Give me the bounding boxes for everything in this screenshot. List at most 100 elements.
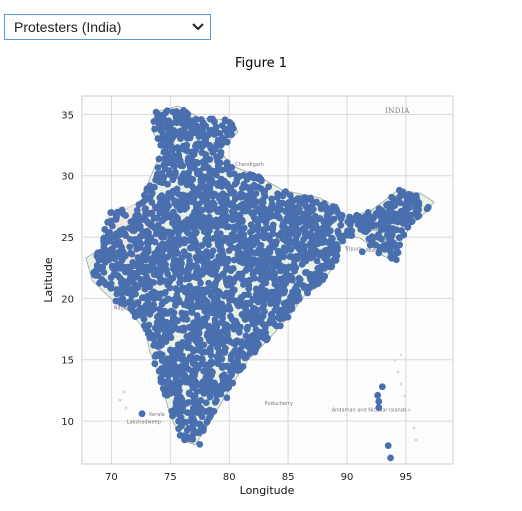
data-point <box>175 228 183 236</box>
data-point <box>229 216 237 224</box>
data-point <box>318 225 326 233</box>
data-point <box>151 324 159 332</box>
data-point <box>179 191 187 199</box>
data-point <box>158 127 166 135</box>
data-point <box>161 134 169 142</box>
data-point <box>197 223 205 231</box>
data-point <box>214 355 222 362</box>
data-point <box>249 198 257 205</box>
data-point <box>183 315 191 323</box>
data-point <box>190 224 198 232</box>
data-point <box>184 154 192 162</box>
data-point <box>150 118 158 125</box>
data-point <box>189 398 197 406</box>
data-point <box>158 192 166 199</box>
data-point <box>157 250 165 258</box>
data-point <box>145 266 153 274</box>
data-point <box>312 233 320 240</box>
data-point <box>205 279 213 287</box>
data-point <box>218 166 226 174</box>
data-point <box>262 259 270 267</box>
data-point <box>389 225 397 232</box>
data-point <box>189 436 197 443</box>
data-point <box>182 310 190 318</box>
map-label: Puducherry <box>265 401 293 407</box>
data-point <box>178 362 186 370</box>
data-point <box>276 322 284 330</box>
data-point <box>246 171 254 178</box>
data-point <box>237 236 244 243</box>
data-point <box>128 278 135 286</box>
data-point <box>270 269 278 277</box>
data-point <box>195 406 203 414</box>
data-point <box>258 185 265 193</box>
data-point <box>161 309 169 317</box>
data-point <box>219 314 226 322</box>
map-label: Kerala <box>149 412 165 418</box>
data-point <box>225 275 233 282</box>
data-point <box>211 398 219 406</box>
data-point <box>167 366 175 374</box>
data-point <box>180 301 188 309</box>
data-point <box>217 240 225 248</box>
data-point <box>181 377 189 385</box>
data-point <box>165 238 173 246</box>
dataset-dropdown[interactable]: Protesters (India) <box>4 14 211 40</box>
data-point <box>209 126 217 134</box>
data-point <box>190 427 198 435</box>
data-point <box>109 264 117 272</box>
data-point <box>265 319 273 327</box>
data-point <box>213 388 221 396</box>
data-point <box>151 183 158 191</box>
data-point <box>208 168 215 176</box>
data-point <box>236 172 244 180</box>
data-point <box>238 218 246 226</box>
data-points <box>90 106 432 462</box>
data-point <box>148 198 156 206</box>
data-point <box>240 224 248 232</box>
data-point <box>258 296 266 304</box>
data-point <box>224 131 232 139</box>
data-point <box>244 279 252 286</box>
chevron-down-icon[interactable] <box>186 15 210 39</box>
data-point <box>225 247 233 255</box>
data-point <box>186 163 194 171</box>
data-point <box>324 239 332 246</box>
data-point <box>307 229 314 237</box>
data-point <box>233 367 241 374</box>
data-point <box>223 394 231 402</box>
data-point <box>362 228 370 236</box>
data-point <box>415 201 423 209</box>
data-point <box>205 241 212 249</box>
map-label: Chandigarh <box>235 162 264 168</box>
data-point <box>208 326 215 334</box>
data-point <box>251 216 259 223</box>
data-point <box>339 237 347 245</box>
data-point <box>171 302 179 309</box>
data-point <box>194 291 202 299</box>
data-point <box>266 290 273 298</box>
data-point <box>232 348 240 356</box>
data-point <box>202 195 210 203</box>
data-point <box>387 253 395 261</box>
data-point <box>221 117 229 125</box>
data-point <box>310 275 317 283</box>
data-point <box>363 220 371 227</box>
data-point <box>179 284 187 292</box>
y-tick-label: 25 <box>61 233 74 244</box>
data-point <box>133 206 141 214</box>
data-point <box>396 199 404 207</box>
data-point <box>156 260 164 268</box>
data-point <box>226 280 234 288</box>
data-point <box>277 262 285 270</box>
data-point <box>407 218 415 226</box>
data-point <box>146 334 154 342</box>
data-point <box>171 353 179 361</box>
data-point <box>127 304 135 312</box>
y-tick-label: 15 <box>61 356 74 367</box>
data-point <box>207 291 215 299</box>
data-point <box>348 227 356 235</box>
data-point <box>236 191 244 199</box>
data-point <box>177 127 184 135</box>
